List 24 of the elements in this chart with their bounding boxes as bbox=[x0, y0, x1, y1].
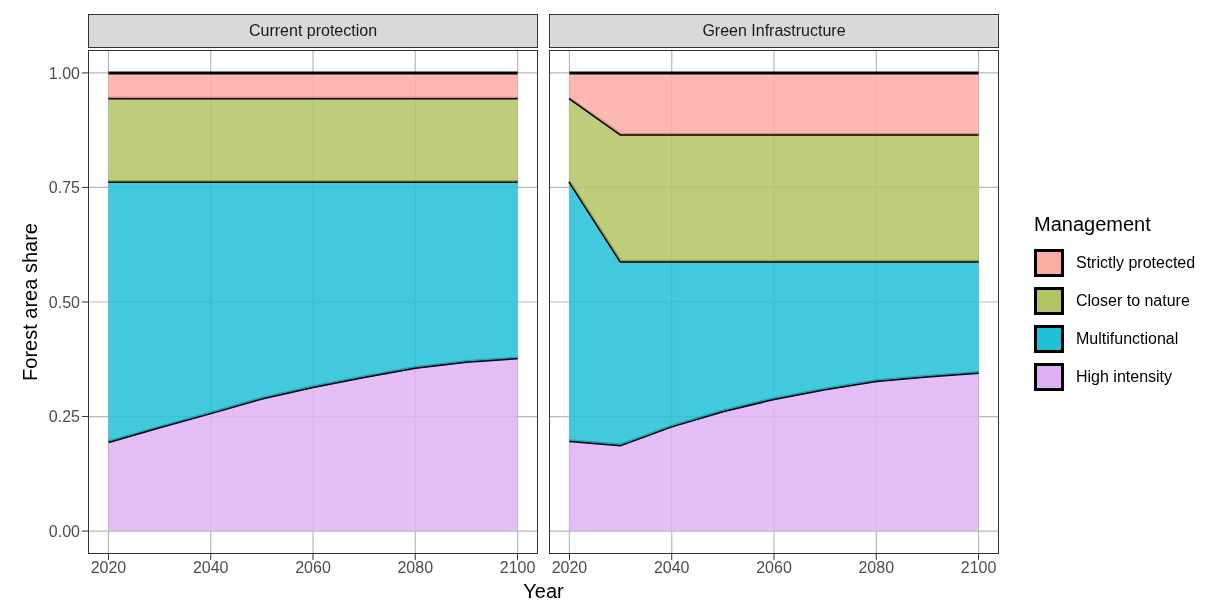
x-tick-label: 2060 bbox=[295, 559, 331, 577]
chart-title: Green Infrastructure bbox=[549, 14, 999, 48]
y-tick-label: 0.75 bbox=[48, 179, 81, 197]
legend-label: Multifunctional bbox=[1076, 330, 1179, 348]
y-tick-label: 0.50 bbox=[48, 293, 81, 311]
x-tick-label: 2040 bbox=[192, 559, 229, 577]
x-tick-label: 2020 bbox=[551, 559, 588, 577]
y-tick-label: 0.00 bbox=[48, 522, 81, 540]
x-tick-label: 2100 bbox=[960, 559, 997, 577]
x-tick-label: 2060 bbox=[756, 559, 792, 577]
y-tick-label: 0.25 bbox=[48, 408, 81, 426]
x-tick-label: 2080 bbox=[397, 559, 434, 577]
legend-label: Strictly protected bbox=[1076, 254, 1196, 272]
y-tick-label: 1.00 bbox=[48, 64, 81, 82]
legend-label: Closer to nature bbox=[1076, 292, 1190, 310]
x-axis-title: Year bbox=[522, 580, 565, 603]
y-axis-title: Forest area share bbox=[19, 223, 42, 381]
x-tick-label: 2020 bbox=[90, 559, 127, 577]
x-tick-label: 2040 bbox=[653, 559, 690, 577]
x-tick-label: 2080 bbox=[858, 559, 895, 577]
chart-title: Current protection bbox=[88, 14, 538, 48]
x-tick-label: 2100 bbox=[499, 559, 536, 577]
legend-title: Management bbox=[1034, 213, 1152, 236]
legend-label: High intensity bbox=[1076, 368, 1173, 386]
